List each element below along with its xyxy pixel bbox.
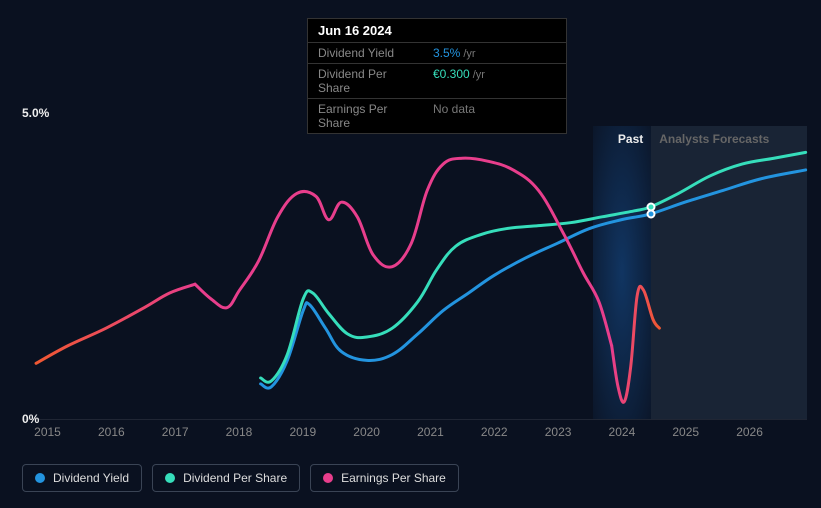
tooltip-row: Dividend Yield3.5%/yr xyxy=(308,42,566,63)
legend-label: Earnings Per Share xyxy=(341,471,446,485)
x-tick: 2022 xyxy=(481,425,508,439)
tooltip-metric-label: Earnings Per Share xyxy=(308,99,423,133)
tooltip-row: Earnings Per ShareNo data xyxy=(308,98,566,133)
x-tick: 2020 xyxy=(353,425,380,439)
x-tick: 2024 xyxy=(609,425,636,439)
x-tick: 2025 xyxy=(672,425,699,439)
y-axis-top-label: 5.0% xyxy=(22,106,49,120)
tooltip-date: Jun 16 2024 xyxy=(308,19,566,42)
x-tick: 2018 xyxy=(226,425,253,439)
legend-swatch xyxy=(165,473,175,483)
chart-tooltip: Jun 16 2024 Dividend Yield3.5%/yrDividen… xyxy=(307,18,567,134)
tooltip-metric-value: 3.5%/yr xyxy=(423,43,566,63)
legend-swatch xyxy=(323,473,333,483)
legend-item[interactable]: Dividend Yield xyxy=(22,464,142,492)
x-tick: 2023 xyxy=(545,425,572,439)
legend-swatch xyxy=(35,473,45,483)
tooltip-metric-label: Dividend Yield xyxy=(308,43,423,63)
x-tick: 2017 xyxy=(162,425,189,439)
x-tick: 2016 xyxy=(98,425,125,439)
x-tick: 2015 xyxy=(34,425,61,439)
x-tick: 2021 xyxy=(417,425,444,439)
chart-lines xyxy=(22,126,807,419)
legend-label: Dividend Per Share xyxy=(183,471,287,485)
x-tick: 2026 xyxy=(736,425,763,439)
series-marker xyxy=(647,203,656,212)
tooltip-metric-value: No data xyxy=(423,99,566,133)
x-axis: 2015 2016 2017 2018 2019 2020 2021 2022 2023 2024… xyxy=(22,425,807,443)
plot-area[interactable]: Past Analysts Forecasts xyxy=(22,126,807,420)
tooltip-metric-value: €0.300/yr xyxy=(423,64,566,98)
tooltip-metric-label: Dividend Per Share xyxy=(308,64,423,98)
x-tick: 2019 xyxy=(289,425,316,439)
y-axis-bottom-label: 0% xyxy=(22,412,39,426)
dividend-chart: 5.0% Past Analysts Forecasts 0% xyxy=(22,108,807,420)
legend-item[interactable]: Earnings Per Share xyxy=(310,464,459,492)
chart-legend: Dividend Yield Dividend Per Share Earnings… xyxy=(22,464,459,492)
legend-label: Dividend Yield xyxy=(53,471,129,485)
legend-item[interactable]: Dividend Per Share xyxy=(152,464,300,492)
tooltip-row: Dividend Per Share€0.300/yr xyxy=(308,63,566,98)
